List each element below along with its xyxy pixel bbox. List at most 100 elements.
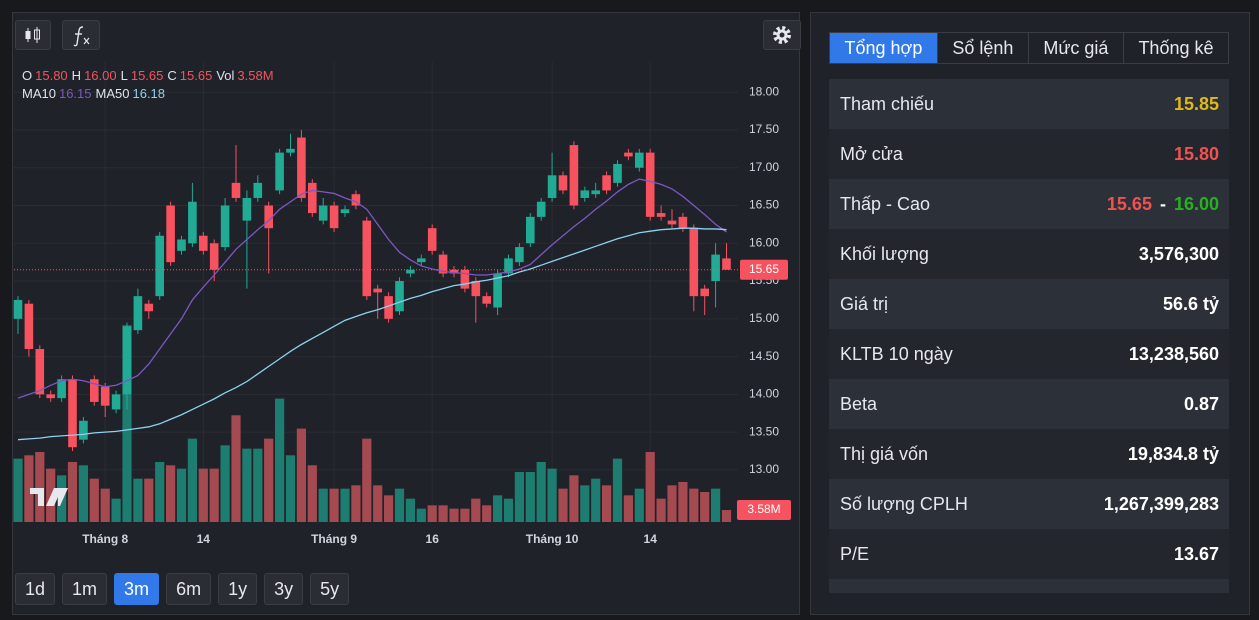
y-tick-label: 17.00 [749, 160, 779, 174]
period-button[interactable]: 5y [310, 573, 350, 605]
volume-bar [580, 485, 590, 522]
stat-row: Giá trị 56.6 tỷ [829, 279, 1229, 329]
legend-series-name: MA10 [22, 86, 56, 101]
candle-body [253, 182, 263, 198]
candle-body [602, 175, 611, 191]
volume-label-box [737, 500, 791, 521]
volume-bar [384, 495, 394, 522]
volume-bar [100, 488, 110, 522]
candle-body [624, 152, 633, 157]
volume-bar [678, 481, 688, 522]
volume-bar [340, 488, 350, 522]
volume-bar [656, 498, 666, 522]
stat-row: KLTB 10 ngày 13,238,560 [829, 329, 1229, 379]
period-button[interactable]: 3y [264, 573, 304, 605]
stat-label: Giá trị [840, 293, 889, 314]
indicator-button[interactable] [62, 20, 100, 50]
candle-body [406, 269, 415, 274]
volume-bar [569, 475, 579, 522]
candle-body [100, 386, 110, 406]
candle-body [493, 273, 502, 308]
ma-line [17, 227, 727, 441]
gear-icon [773, 26, 791, 44]
volume-bar [242, 448, 252, 522]
candle-body [722, 258, 731, 270]
volume-bar [482, 505, 492, 522]
settings-button[interactable] [763, 20, 801, 50]
candle-body [199, 235, 208, 251]
stat-row: Beta 0.87 [829, 379, 1229, 429]
candle-body [569, 145, 579, 206]
volume-bar [133, 478, 143, 522]
volume-bar [449, 508, 459, 522]
period-button[interactable]: 6m [166, 573, 212, 605]
volume-bar [209, 468, 219, 522]
volume-bar [13, 458, 23, 522]
stat-label: Mở cửa [840, 143, 903, 164]
volume-bar [166, 465, 176, 522]
volume-bar [362, 438, 372, 522]
x-tick-label: Tháng 10 [526, 532, 579, 546]
tab[interactable]: Tổng hợp [830, 33, 938, 63]
tab[interactable]: Sổ lệnh [938, 33, 1029, 63]
logo [30, 488, 68, 506]
ma-legend: MA10 16.15 MA50 16.18 [22, 85, 278, 103]
volume-bar [264, 438, 274, 522]
legend-value: 16.00 [84, 68, 117, 83]
stat-value: 13.67 [1173, 543, 1219, 564]
volume-bar [493, 495, 503, 522]
candle-body [526, 216, 535, 244]
candle-body [667, 220, 677, 225]
volume-bar [689, 488, 699, 522]
candle-body [591, 190, 600, 195]
stat-value: 56.6 tỷ [1162, 293, 1219, 314]
volume-bar [46, 468, 56, 522]
y-tick-label: 14.50 [749, 349, 779, 363]
candle-body [308, 182, 317, 214]
volume-bar [155, 461, 165, 522]
legend-series-value: 16.18 [132, 86, 166, 101]
tabs: Tổng hợp Sổ lệnh Mức giá Thống kê [829, 32, 1229, 64]
legend-series-value: 16.15 [58, 86, 92, 101]
volume-bar [296, 428, 306, 522]
fx-icon [73, 26, 90, 47]
period-button[interactable]: 1d [15, 573, 56, 605]
candle-body [678, 216, 688, 229]
candle-body [417, 258, 426, 263]
period-button[interactable]: 1y [218, 573, 258, 605]
stat-value: 19,834.8 tỷ [1127, 443, 1219, 464]
period-button[interactable]: 1m [62, 573, 108, 605]
candle-type-button[interactable] [15, 20, 51, 50]
tab[interactable]: Thống kê [1138, 38, 1214, 58]
legend-value: 3.58M [237, 68, 274, 83]
candle-body [133, 296, 143, 331]
candle-body [449, 269, 459, 274]
volume-bar [602, 485, 612, 522]
candle-body [700, 288, 709, 297]
candle-body [46, 394, 55, 399]
volume-bar [514, 471, 524, 522]
stat-row: Khối lượng 3,576,300 [829, 229, 1229, 279]
candle-body [35, 349, 45, 395]
volume-bar [24, 455, 34, 522]
stat-label: Khối lượng [840, 243, 929, 264]
volume-bar [416, 508, 426, 522]
x-tick-label: 14 [644, 532, 658, 546]
legend-value: 15.80 [35, 68, 68, 83]
volume-bar [645, 451, 655, 522]
period-selector: 1d 1m 3m 6m 1y 3y 5y [15, 573, 350, 605]
volume-bar [373, 485, 383, 522]
candle-body [286, 148, 295, 153]
legend-label: H [71, 68, 82, 83]
logo-mark [30, 488, 68, 506]
volume-bar [667, 485, 677, 522]
period-button[interactable]: 3m [114, 573, 160, 605]
candle-body [144, 303, 154, 312]
volume-bar [329, 488, 339, 522]
candle-body [580, 190, 590, 198]
legend-label: O [22, 68, 33, 83]
tab[interactable]: Mức giá [1029, 33, 1124, 63]
y-tick-label: 13.00 [749, 462, 779, 476]
stat-value: 0.87 [1183, 393, 1219, 414]
candle-body [689, 228, 699, 297]
